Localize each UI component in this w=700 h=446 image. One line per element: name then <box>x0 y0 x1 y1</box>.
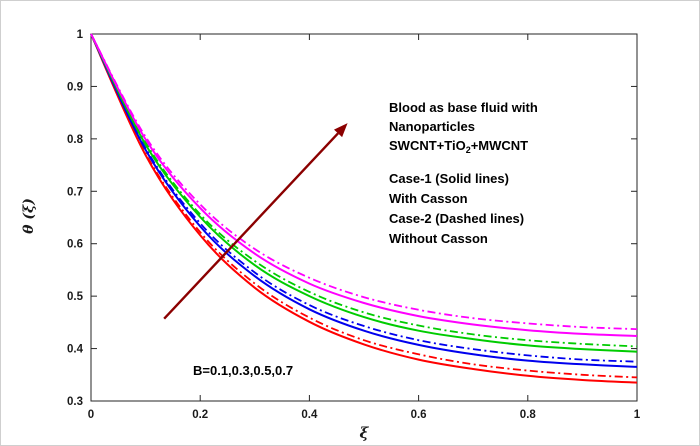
x-tick-label: 0.8 <box>520 409 537 421</box>
formula-post: +MWCNT <box>470 138 529 153</box>
y-tick-label: 1 <box>77 29 84 41</box>
y-tick-label: 0.8 <box>67 134 84 146</box>
y-axis-label: θ (ξ) <box>21 198 37 234</box>
increasing-b-arrow <box>163 132 339 320</box>
y-tick-label: 0.3 <box>67 396 83 408</box>
annotation-base-fluid: Blood as base fluid with Nanoparticles S… <box>389 98 538 160</box>
curve-b03-solid <box>90 33 638 368</box>
curve-b03-dashed <box>90 33 638 363</box>
curve-b07-dashed <box>90 33 638 331</box>
formula-pre: SWCNT+TiO <box>389 138 466 153</box>
x-tick-label: 0 <box>88 409 94 421</box>
x-tick-label: 0.4 <box>301 409 318 421</box>
y-tick-label: 0.4 <box>67 344 84 356</box>
x-axis-label: ξ <box>359 424 369 442</box>
x-tick-label: 1 <box>634 409 641 421</box>
y-tick-label: 0.6 <box>67 239 83 251</box>
annotation-case1: Case-1 (Solid lines) <box>389 171 509 186</box>
y-tick-label: 0.9 <box>67 81 83 93</box>
x-tick-label: 0.6 <box>411 409 427 421</box>
annotation-nanoparticle-formula: SWCNT+TiO2+MWCNT <box>389 136 538 160</box>
annotation-b-values: B=0.1,0.3,0.5,0.7 <box>193 363 294 378</box>
curve-b05-dashed <box>90 33 638 348</box>
curve-b07-solid <box>90 33 638 337</box>
annotation-base-fluid-line1: Blood as base fluid with <box>389 100 538 115</box>
annotation-case2: Case-2 (Dashed lines) <box>389 211 525 226</box>
increasing-b-arrowhead-icon <box>334 123 348 138</box>
curve-b05-solid <box>90 33 638 353</box>
y-tick-label: 0.7 <box>67 186 83 198</box>
annotation-case2-desc: Without Casson <box>389 231 488 246</box>
formula-subscript: 2 <box>465 145 471 155</box>
annotation-base-fluid-line2: Nanoparticles <box>389 119 475 134</box>
y-tick-label: 0.5 <box>67 291 84 303</box>
curve-b01-solid <box>90 33 638 384</box>
annotation-cases: Case-1 (Solid lines) With Casson Case-2 … <box>389 169 524 249</box>
curve-b01-dashed <box>90 33 638 379</box>
x-tick-label: 0.2 <box>192 409 208 421</box>
annotation-case1-desc: With Casson <box>389 191 468 206</box>
axes-box <box>90 33 638 402</box>
